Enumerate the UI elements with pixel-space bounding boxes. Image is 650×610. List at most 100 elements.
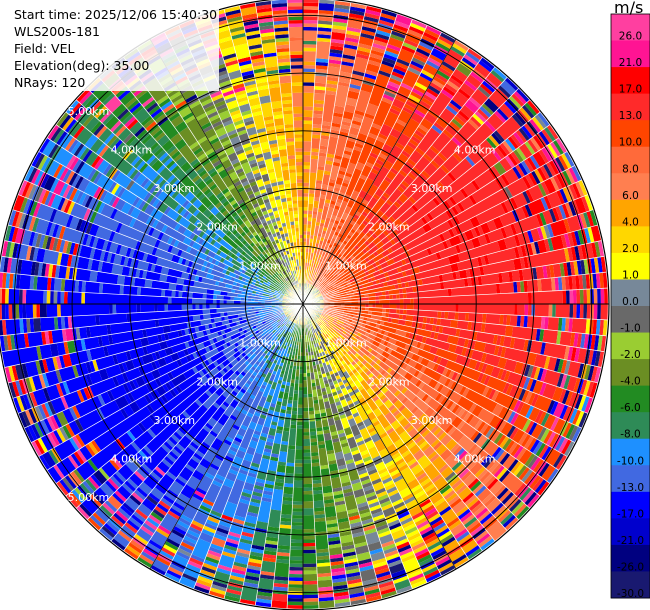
velocity-sector bbox=[568, 317, 573, 333]
velocity-sector bbox=[552, 304, 556, 318]
velocity-sector bbox=[386, 170, 397, 181]
velocity-sector bbox=[461, 57, 477, 69]
velocity-sector bbox=[334, 273, 352, 285]
velocity-sector bbox=[517, 245, 524, 258]
velocity-sector bbox=[398, 288, 403, 294]
velocity-sector bbox=[556, 330, 562, 345]
velocity-sector bbox=[324, 198, 331, 204]
velocity-sector bbox=[339, 292, 348, 297]
velocity-sector bbox=[317, 281, 321, 286]
velocity-sector bbox=[385, 373, 392, 381]
velocity-sector bbox=[327, 229, 336, 241]
velocity-sector bbox=[345, 326, 353, 332]
velocity-sector bbox=[317, 16, 334, 22]
velocity-sector bbox=[406, 141, 418, 150]
velocity-sector bbox=[295, 445, 303, 450]
velocity-sector bbox=[506, 98, 520, 112]
velocity-sector bbox=[136, 304, 141, 313]
velocity-sector bbox=[419, 373, 433, 386]
velocity-sector bbox=[521, 389, 530, 403]
velocity-sector bbox=[348, 195, 364, 217]
velocity-sector bbox=[558, 388, 567, 404]
velocity-sector bbox=[519, 402, 531, 418]
velocity-sector bbox=[490, 463, 503, 476]
velocity-sector bbox=[421, 275, 440, 286]
velocity-sector bbox=[294, 459, 303, 464]
velocity-sector bbox=[319, 321, 323, 325]
velocity-sector bbox=[511, 326, 538, 341]
velocity-sector bbox=[416, 126, 428, 136]
velocity-sector bbox=[372, 362, 382, 372]
velocity-sector bbox=[563, 360, 571, 375]
velocity-sector bbox=[303, 71, 316, 83]
velocity-sector bbox=[367, 59, 382, 67]
velocity-sector bbox=[472, 482, 485, 495]
velocity-sector bbox=[411, 87, 425, 97]
velocity-sector bbox=[436, 383, 445, 393]
velocity-sector bbox=[394, 141, 405, 151]
velocity-sector bbox=[576, 289, 581, 304]
velocity-sector bbox=[584, 227, 592, 244]
velocity-sector bbox=[496, 487, 509, 500]
velocity-sector bbox=[216, 299, 220, 304]
velocity-sector bbox=[449, 99, 463, 111]
velocity-sector bbox=[570, 246, 577, 262]
velocity-sector bbox=[319, 316, 323, 320]
velocity-sector bbox=[290, 542, 303, 547]
velocity-sector bbox=[515, 164, 526, 178]
velocity-sector bbox=[479, 422, 489, 435]
velocity-sector bbox=[442, 154, 461, 172]
velocity-sector bbox=[529, 378, 537, 393]
velocity-sector bbox=[505, 383, 514, 396]
velocity-sector bbox=[593, 334, 600, 351]
velocity-sector bbox=[418, 278, 423, 286]
velocity-sector bbox=[289, 559, 303, 564]
velocity-sector bbox=[403, 174, 415, 186]
velocity-sector bbox=[345, 30, 361, 37]
velocity-sector bbox=[366, 282, 385, 291]
velocity-sector bbox=[514, 482, 527, 497]
velocity-sector bbox=[580, 259, 586, 275]
velocity-sector bbox=[327, 185, 335, 191]
velocity-sector bbox=[297, 397, 303, 405]
velocity-sector bbox=[375, 353, 382, 359]
velocity-sector bbox=[303, 483, 313, 488]
velocity-sector bbox=[326, 66, 341, 79]
velocity-sector bbox=[573, 260, 579, 276]
velocity-sector bbox=[374, 272, 386, 281]
velocity-sector bbox=[353, 113, 365, 120]
velocity-sector bbox=[483, 98, 499, 113]
velocity-sector bbox=[308, 172, 317, 191]
velocity-sector bbox=[337, 317, 342, 321]
velocity-sector bbox=[318, 9, 334, 15]
velocity-sector bbox=[516, 281, 521, 293]
velocity-sector bbox=[594, 350, 601, 367]
velocity-sector bbox=[423, 112, 438, 125]
velocity-sector bbox=[468, 402, 478, 414]
velocity-sector bbox=[352, 268, 361, 275]
velocity-sector bbox=[303, 44, 317, 49]
velocity-sector bbox=[566, 261, 572, 277]
velocity-sector bbox=[480, 255, 486, 266]
velocity-sector bbox=[504, 138, 516, 152]
velocity-sector bbox=[506, 371, 528, 389]
velocity-sector bbox=[416, 348, 436, 362]
velocity-sector bbox=[420, 365, 427, 374]
velocity-sector bbox=[516, 505, 530, 520]
velocity-sector bbox=[584, 194, 593, 211]
velocity-sector bbox=[413, 369, 421, 378]
velocity-sector bbox=[352, 317, 364, 324]
velocity-sector bbox=[303, 411, 309, 419]
velocity-sector bbox=[475, 331, 495, 345]
velocity-sector bbox=[477, 85, 491, 99]
velocity-sector bbox=[490, 502, 504, 516]
velocity-sector bbox=[318, 269, 328, 282]
velocity-sector bbox=[15, 304, 20, 320]
velocity-sector bbox=[403, 399, 417, 412]
velocity-sector bbox=[402, 287, 407, 294]
velocity-sector bbox=[50, 290, 54, 304]
velocity-sector bbox=[456, 202, 466, 213]
velocity-sector bbox=[484, 475, 497, 488]
velocity-sector bbox=[357, 135, 377, 165]
velocity-sector bbox=[534, 479, 547, 494]
